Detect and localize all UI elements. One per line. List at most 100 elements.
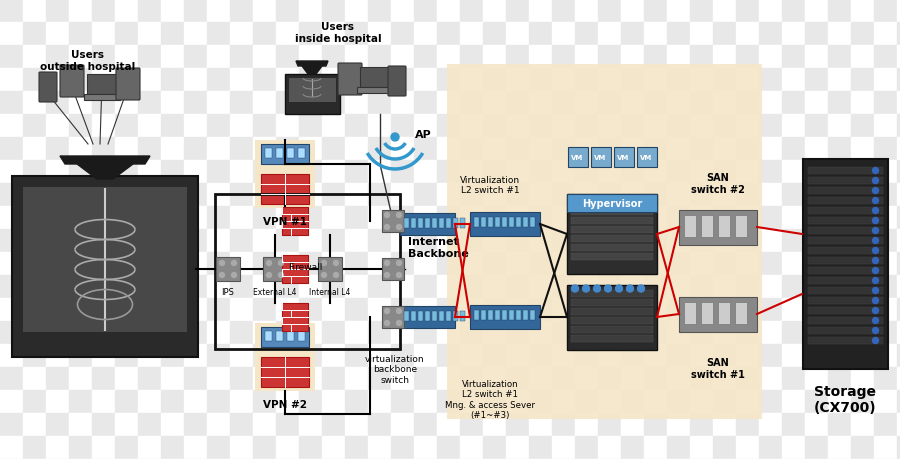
Bar — [161, 207, 184, 230]
Bar — [667, 23, 690, 46]
Bar — [598, 390, 621, 413]
Bar — [391, 390, 414, 413]
Bar — [523, 218, 528, 228]
Text: IPS: IPS — [221, 287, 234, 297]
Bar — [299, 46, 322, 69]
Bar — [437, 92, 460, 115]
FancyBboxPatch shape — [388, 67, 406, 97]
Text: Storage
(CX700): Storage (CX700) — [814, 384, 877, 414]
Bar — [713, 115, 736, 138]
Bar — [299, 275, 322, 298]
Bar — [759, 390, 782, 413]
Bar — [644, 413, 667, 436]
Bar — [529, 321, 552, 344]
FancyBboxPatch shape — [12, 177, 198, 357]
Bar — [322, 69, 345, 92]
Bar — [567, 195, 657, 213]
Bar — [391, 321, 414, 344]
Bar — [483, 367, 506, 390]
Bar — [299, 367, 322, 390]
Bar — [621, 252, 644, 275]
Bar — [621, 413, 644, 436]
Bar — [138, 69, 161, 92]
Bar — [345, 0, 368, 23]
Bar — [46, 230, 69, 252]
Bar — [897, 344, 900, 367]
Bar — [782, 344, 805, 367]
Bar — [506, 161, 529, 184]
Bar — [851, 321, 874, 344]
Bar — [184, 230, 207, 252]
Bar — [138, 138, 161, 161]
Bar — [69, 344, 92, 367]
Bar — [184, 252, 207, 275]
Bar — [874, 252, 897, 275]
Bar — [255, 323, 315, 391]
Bar — [667, 321, 690, 344]
Bar — [368, 230, 391, 252]
Bar — [874, 161, 897, 184]
Circle shape — [397, 273, 401, 278]
Circle shape — [266, 273, 272, 278]
Bar — [483, 161, 506, 184]
Bar — [571, 335, 653, 342]
Bar — [874, 138, 897, 161]
Bar — [897, 298, 900, 321]
Bar — [552, 92, 575, 115]
Bar — [759, 321, 782, 344]
Bar — [552, 413, 575, 436]
Bar — [736, 436, 759, 459]
Bar — [782, 252, 805, 275]
Bar — [276, 207, 299, 230]
Bar — [460, 23, 483, 46]
Bar — [460, 321, 483, 344]
Bar — [276, 252, 299, 275]
Bar — [690, 436, 713, 459]
Bar — [807, 168, 883, 174]
Bar — [759, 0, 782, 23]
Bar — [571, 253, 653, 260]
Bar — [414, 298, 437, 321]
Bar — [345, 413, 368, 436]
Bar — [598, 161, 621, 184]
Bar — [345, 252, 368, 275]
Bar — [621, 344, 644, 367]
Bar — [92, 0, 115, 23]
Bar — [69, 230, 92, 252]
Bar — [782, 367, 805, 390]
Bar — [736, 184, 759, 207]
Bar — [874, 275, 897, 298]
Bar — [431, 311, 436, 321]
Bar — [322, 46, 345, 69]
Bar — [571, 208, 653, 216]
Circle shape — [872, 188, 878, 194]
Bar — [345, 69, 368, 92]
Bar — [276, 115, 299, 138]
Bar — [690, 23, 713, 46]
Bar — [115, 138, 138, 161]
Bar — [598, 275, 621, 298]
Bar — [253, 275, 276, 298]
Bar — [253, 138, 276, 161]
Bar — [207, 344, 230, 367]
Bar — [851, 69, 874, 92]
Bar — [391, 230, 414, 252]
Bar — [529, 0, 552, 23]
Bar — [299, 161, 322, 184]
Bar — [874, 92, 897, 115]
Bar — [184, 23, 207, 46]
Bar — [368, 367, 391, 390]
Bar — [138, 184, 161, 207]
Bar — [552, 184, 575, 207]
Bar — [391, 413, 414, 436]
Circle shape — [231, 261, 237, 266]
Bar — [414, 275, 437, 298]
Circle shape — [872, 338, 878, 344]
Bar — [897, 184, 900, 207]
Bar — [805, 161, 828, 184]
Bar — [483, 344, 506, 367]
Bar — [759, 230, 782, 252]
Bar — [736, 161, 759, 184]
Bar — [644, 115, 667, 138]
Bar — [345, 390, 368, 413]
